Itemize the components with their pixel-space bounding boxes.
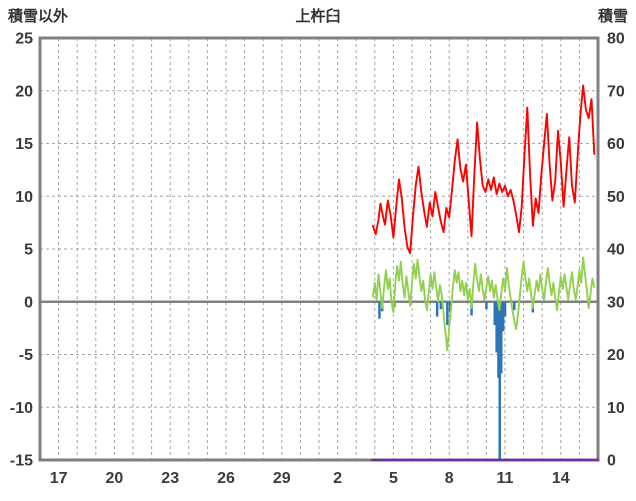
precip-bar [498, 301, 501, 461]
precip-bar [500, 301, 503, 374]
precip-bar [495, 301, 498, 353]
series-red-line [371, 84, 596, 255]
green-line-path [371, 256, 596, 352]
left-tick-label: -10 [10, 400, 33, 417]
chart-header: 積雪以外 上杵臼 積雪 [0, 5, 636, 25]
right-tick-label: 10 [607, 400, 625, 417]
x-tick-label: 14 [552, 470, 570, 487]
left-tick-label: -5 [19, 347, 33, 364]
left-tick-label: 0 [24, 294, 33, 311]
right-tick-label: 0 [607, 453, 616, 470]
right-tick-label: 30 [607, 294, 625, 311]
left-tick-label: 5 [24, 242, 33, 259]
red-line-path [371, 84, 596, 255]
left-tick-label: 10 [15, 189, 33, 206]
precip-bar [485, 301, 488, 310]
series-blue-bars [378, 301, 590, 461]
right-axis-ticks: 80 70 60 50 40 30 20 10 0 [607, 31, 625, 470]
x-tick-label: 23 [161, 470, 179, 487]
left-tick-label: 20 [15, 83, 33, 100]
left-tick-label: 25 [15, 31, 33, 48]
x-tick-label: 20 [106, 470, 124, 487]
precip-bar [513, 301, 516, 311]
right-tick-label: 60 [607, 136, 625, 153]
x-tick-label: 2 [333, 470, 342, 487]
precip-bar [503, 301, 507, 317]
precip-bar [446, 301, 449, 325]
precip-bar [501, 301, 505, 332]
right-tick-label: 40 [607, 242, 625, 259]
x-tick-label: 26 [217, 470, 235, 487]
right-tick-label: 80 [607, 31, 625, 48]
right-tick-label: 70 [607, 83, 625, 100]
x-axis-ticks: 17 20 23 26 29 2 5 8 11 14 [50, 470, 570, 487]
left-axis-ticks: 25 20 15 10 5 0 -5 -10 -15 [10, 31, 33, 470]
series-green-line [371, 256, 596, 352]
x-tick-label: 17 [50, 470, 68, 487]
x-tick-label: 29 [273, 470, 291, 487]
right-tick-label: 50 [607, 189, 625, 206]
x-tick-label: 8 [445, 470, 454, 487]
x-tick-label: 11 [497, 470, 514, 487]
plot-frame [38, 36, 600, 462]
left-tick-label: 15 [15, 136, 33, 153]
precip-bar [435, 301, 439, 317]
right-axis-title: 積雪 [597, 8, 628, 25]
precip-bar [448, 301, 452, 313]
x-tick-label: 5 [389, 470, 398, 487]
left-tick-label: -15 [10, 453, 33, 470]
right-tick-label: 20 [607, 347, 625, 364]
precip-bar [497, 301, 500, 378]
left-axis-title: 積雪以外 [8, 8, 69, 25]
precip-bar [493, 301, 496, 325]
precip-bar [439, 301, 443, 310]
chart-title: 上杵臼 [295, 8, 341, 25]
precip-bar [378, 301, 381, 319]
gridlines [40, 38, 598, 460]
